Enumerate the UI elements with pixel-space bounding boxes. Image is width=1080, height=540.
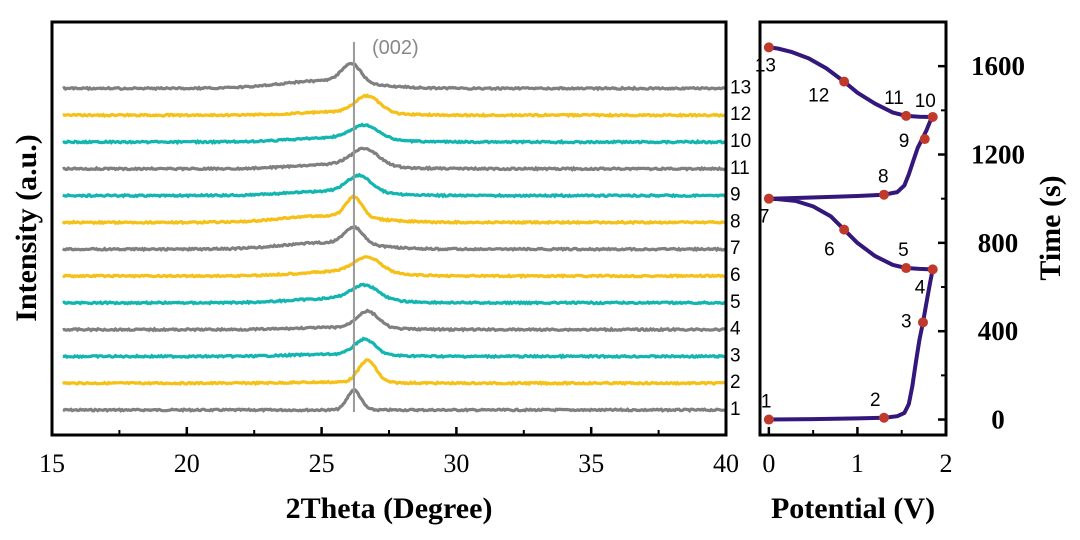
xrd-trace-2: [61, 358, 728, 387]
state-marker-label-5: 5: [898, 240, 909, 261]
xrd-axis-frame: [50, 20, 728, 437]
xrd-trace-1: [62, 388, 727, 414]
state-marker-12: [839, 76, 850, 87]
state-marker-label-1: 1: [761, 392, 772, 413]
state-marker-11: [901, 110, 912, 121]
time-y-tick-label-400: 400: [978, 316, 1019, 346]
reference-peak-label: (002): [372, 37, 419, 59]
time-y-tick-label-1200: 1200: [971, 140, 1025, 170]
state-marker-1: [763, 414, 774, 425]
xrd-x-tick-label-35: 35: [578, 449, 604, 478]
time-y-tick-label-0: 0: [991, 405, 1005, 435]
state-marker-label-7: 7: [759, 207, 770, 228]
state-marker-3: [917, 317, 928, 328]
state-marker-2: [879, 412, 889, 423]
xrd-x-tick-label-30: 30: [443, 449, 469, 478]
state-marker-4: [927, 264, 938, 275]
xrd-trace-label-10: 10: [730, 131, 751, 152]
xrd-trace-11: [62, 146, 728, 172]
xrd-trace-8: [61, 194, 727, 226]
state-marker-label-3: 3: [901, 311, 912, 332]
potential-time-curve: [766, 45, 935, 422]
state-marker-label-12: 12: [808, 86, 829, 107]
xrd-x-tick-label-25: 25: [309, 449, 335, 478]
xrd-x-tick-label-20: 20: [174, 449, 200, 478]
state-marker-7: [763, 193, 774, 204]
state-marker-9: [919, 134, 930, 145]
state-marker-label-13: 13: [755, 55, 776, 76]
time-y-axis-label: Time (s): [1034, 175, 1067, 280]
xrd-trace-label-3: 3: [730, 345, 741, 366]
xrd-trace-12: [62, 93, 727, 119]
xrd-trace-6: [62, 255, 727, 280]
time-y-tick-label-1600: 1600: [971, 51, 1025, 81]
xrd-trace-7: [61, 225, 727, 253]
xrd-x-ticks: 15 20 25 30 35 40: [39, 427, 739, 478]
time-y-tick-label-800: 800: [978, 228, 1019, 258]
state-marker-10: [927, 111, 938, 122]
potential-x-tick-label-0: 0: [762, 449, 775, 478]
xrd-trace-4: [62, 308, 728, 333]
xrd-trace-10: [62, 122, 727, 146]
xrd-trace-13: [62, 61, 727, 92]
state-marker-6: [839, 224, 850, 235]
state-marker-label-8: 8: [878, 167, 889, 188]
xrd-trace-label-8: 8: [730, 211, 741, 232]
state-marker-label-10: 10: [915, 91, 936, 112]
potential-axis-frame: [758, 20, 948, 437]
xrd-trace-label-4: 4: [730, 319, 741, 340]
xrd-trace-label-6: 6: [730, 265, 741, 286]
xrd-traces: [61, 61, 728, 414]
xrd-x-tick-label-15: 15: [39, 449, 65, 478]
state-marker-5: [901, 263, 912, 274]
xrd-trace-label-13: 13: [730, 77, 751, 98]
state-marker-label-6: 6: [824, 240, 835, 261]
potential-x-axis-label: Potential (V): [771, 492, 935, 525]
xrd-trace-label-12: 12: [730, 104, 751, 125]
potential-x-tick-label-1: 1: [851, 449, 864, 478]
xrd-trace-5: [62, 282, 727, 306]
xrd-trace-label-1: 1: [730, 399, 741, 420]
state-marker-label-4: 4: [915, 277, 926, 298]
state-marker-label-9: 9: [899, 131, 910, 152]
xrd-trace-label-9: 9: [730, 185, 741, 206]
xrd-y-axis-label: Intensity (a.u.): [10, 134, 43, 322]
xrd-trace-label-11: 11: [730, 158, 750, 179]
state-marker-label-2: 2: [870, 390, 881, 411]
xrd-trace-label-7: 7: [730, 238, 741, 259]
state-marker-8: [879, 189, 889, 200]
xrd-trace-label-2: 2: [730, 372, 741, 393]
xrd-trace-3: [62, 336, 727, 360]
state-marker-label-11: 11: [884, 88, 904, 109]
xrd-trace-9: [62, 172, 727, 199]
xrd-x-axis-label: 2Theta (Degree): [286, 492, 493, 525]
xrd-trace-label-5: 5: [730, 292, 741, 313]
state-marker-13: [763, 42, 774, 53]
xrd-x-tick-label-40: 40: [713, 449, 739, 478]
potential-x-tick-label-2: 2: [940, 449, 953, 478]
